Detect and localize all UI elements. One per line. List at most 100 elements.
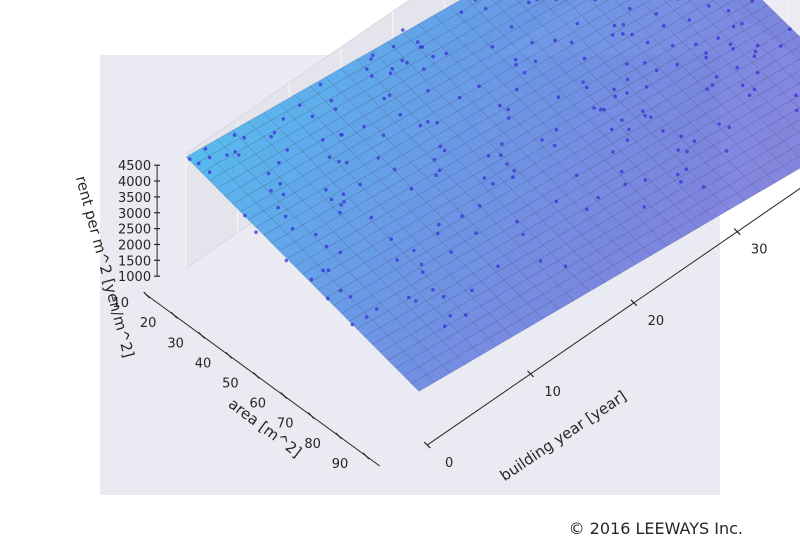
scatter-point [277,160,281,165]
scatter-point [679,180,683,184]
surface-cell [688,0,693,2]
scatter-point [643,178,648,182]
scatter-point [522,70,527,75]
scatter-point [512,169,516,173]
scatter-point [432,157,437,162]
x-tick-label: 10 [112,296,129,311]
scatter-point [233,150,237,154]
surface-cell [782,156,800,174]
scatter-point [232,133,237,137]
scatter-point [794,108,799,113]
surface-cell [790,46,800,60]
scatter-point [442,148,447,153]
scatter-point [554,0,558,2]
scatter-point [478,203,482,208]
scatter-point [747,93,752,98]
scatter-point [457,95,462,100]
scatter-point [521,232,525,237]
scatter-point [207,170,212,174]
surface-cell [736,183,761,201]
scatter-point [511,175,515,179]
scatter-point [724,149,729,153]
scatter-point [266,171,271,176]
scatter-point [388,71,393,75]
scatter-point [327,155,332,159]
scatter-point [627,127,631,132]
x-tick-label: 20 [140,316,157,331]
scatter-point [320,138,325,142]
scatter-point [297,103,302,107]
scatter-point [610,33,615,37]
scatter-point [284,258,289,263]
scatter-point [431,288,435,292]
scatter-point [365,67,369,71]
scatter-point [254,230,258,234]
scatter-point [437,222,441,227]
x-tick-mark [362,452,370,460]
scatter-point [575,21,580,26]
scatter-point [420,270,425,274]
scatter-point [581,80,585,84]
scatter-point [310,114,315,119]
scatter-point [486,154,491,158]
scatter-point [340,133,344,137]
scatter-point [477,84,481,89]
scatter-point [625,62,629,66]
scatter-point [290,226,295,231]
scatter-point [679,134,683,138]
scatter-point [364,315,369,319]
scatter-point [530,40,534,45]
scatter-point [225,153,229,157]
x-tick-label: 50 [222,377,239,392]
scatter-point [509,25,514,29]
scatter-point [348,295,353,299]
scatter-point [553,38,557,43]
scatter-point [540,138,544,142]
scatter-point [661,24,666,28]
scatter-point [483,6,488,11]
scatter-point [731,24,736,29]
y-tick-mark [423,441,431,449]
x-tick-label: 60 [250,397,267,412]
scatter-point [554,199,558,204]
scatter-point [684,167,688,171]
scatter-point [621,32,625,36]
scatter-point [418,123,423,128]
scatter-point [692,139,697,143]
scatter-point [788,27,792,32]
scatter-point [387,93,392,97]
scatter-point [613,94,617,99]
scatter-point [505,162,509,166]
scatter-point [515,87,519,92]
y-tick-label: 20 [648,314,665,329]
scatter-point [726,8,731,13]
scatter-point [755,43,760,48]
scatter-point [398,112,403,117]
scatter-point [620,118,624,122]
scatter-point [392,167,397,172]
scatter-point [752,87,757,92]
scatter-point [625,91,629,95]
scatter-point [437,168,442,173]
scatter-point [470,288,474,293]
scatter-point [735,65,739,70]
surface-cell [689,210,714,229]
surface-cell [674,220,699,238]
scatter-point [533,59,538,64]
x-tick-mark [198,331,205,339]
scatter-point [342,200,346,204]
scatter-point [420,45,425,49]
x-tick-label: 40 [195,356,212,371]
x-tick-mark [280,392,288,400]
scatter-point [370,53,375,58]
scatter-point [369,57,373,61]
scatter-point [426,89,430,93]
scatter-point [563,264,568,269]
y-tick-mark [630,299,638,307]
scatter-point [506,107,511,112]
scatter-point [188,157,192,161]
surface-cell [790,119,800,133]
scatter-point [752,54,757,58]
scatter-point [710,83,715,87]
